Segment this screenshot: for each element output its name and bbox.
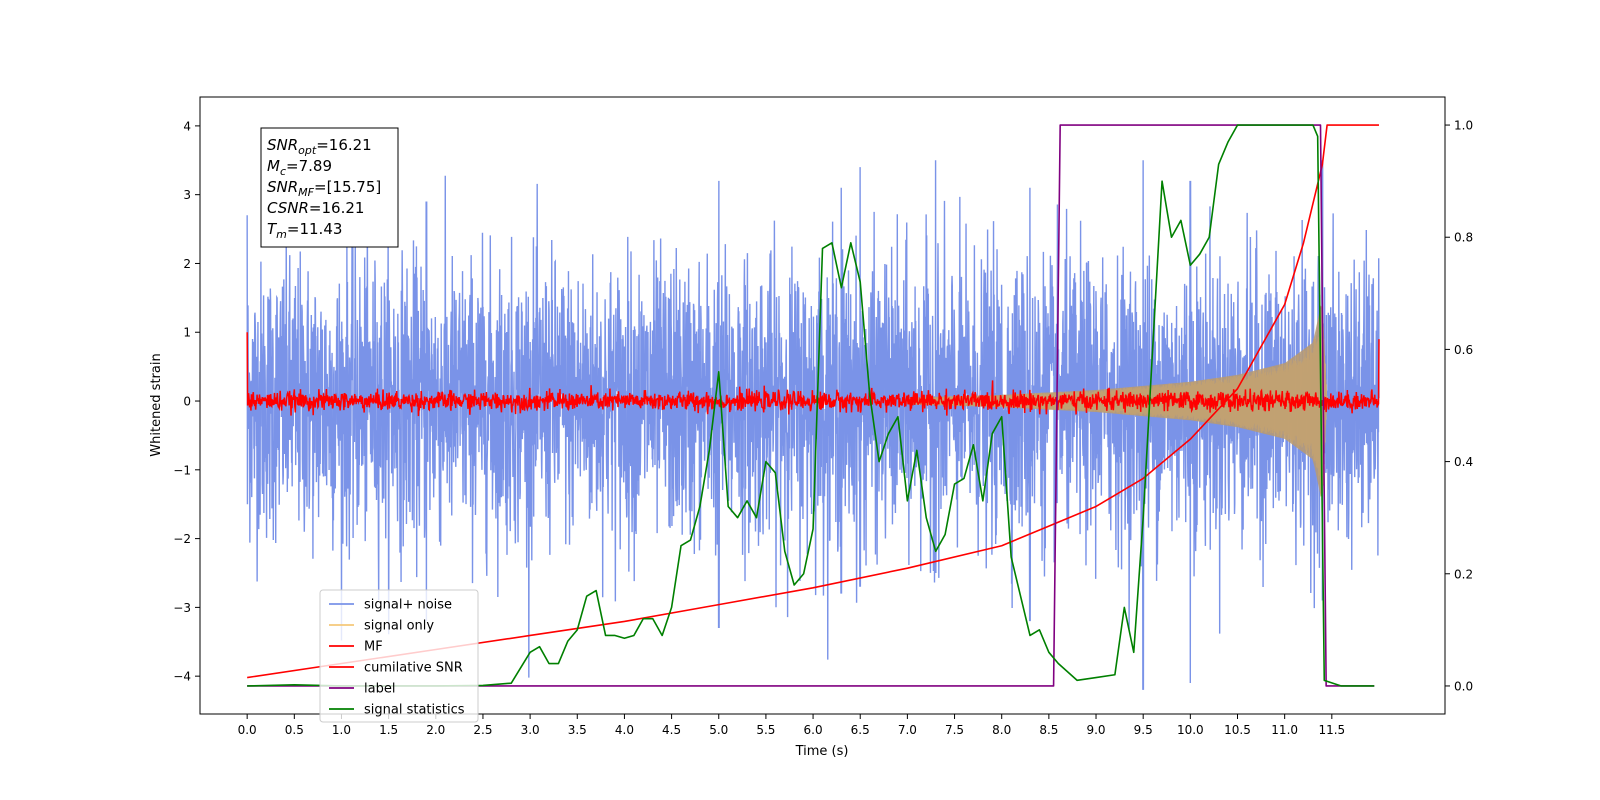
x-tick-label: 11.5	[1318, 723, 1345, 737]
legend-item-signal-noise: signal+ noise	[329, 598, 452, 613]
y-tick-label-left: −3	[173, 601, 191, 615]
series-signal-statistics	[247, 124, 1375, 687]
x-tick-label: 10.5	[1224, 723, 1251, 737]
x-tick-label: 1.0	[332, 723, 351, 737]
y-tick-label-right: 0.0	[1454, 679, 1473, 693]
x-tick-label: 2.5	[473, 723, 492, 737]
series-line-signal-statistics	[247, 124, 1375, 687]
axes-frame	[199, 96, 1446, 715]
y-tick-label-left: 0	[183, 395, 191, 409]
series-layer	[246, 124, 1380, 690]
y-tick-label-right: 1.0	[1454, 119, 1473, 133]
x-tick-label: 3.0	[521, 723, 540, 737]
x-tick-label: 6.0	[804, 723, 823, 737]
legend-item-signal-statistics: signal statistics	[329, 703, 465, 718]
legend: signal+ noise signal only MF cumilative SNR…	[319, 589, 479, 723]
annotation-line: SNRopt=16.21	[267, 136, 372, 157]
x-tick-label: 3.5	[568, 723, 587, 737]
series-line-signal-noise	[246, 160, 1380, 690]
x-tick-label: 1.5	[379, 723, 398, 737]
x-tick-label: 8.0	[992, 723, 1011, 737]
y-tick-label-right: 0.4	[1454, 455, 1473, 469]
series-mf	[246, 332, 1380, 417]
y-tick-label-right: 0.8	[1454, 231, 1473, 245]
legend-item-signal-only: signal only	[329, 619, 434, 634]
x-tick-label: 6.5	[851, 723, 870, 737]
annotation-frame	[260, 127, 399, 248]
annotation-line: Tm=11.43	[267, 220, 342, 241]
x-tick-label: 0.5	[285, 723, 304, 737]
legend-item-cumilative-snr: cumilative SNR	[329, 661, 463, 676]
y-tick-label-left: 2	[183, 257, 191, 271]
series-cumilative-snr	[247, 124, 1379, 679]
x-axis-ticks: 0.0 0.5 1.0 1.5 2.0 2.5 3.0 3.5 4.0 4.5 5.0 5.5 6.0 6…	[238, 714, 1345, 737]
y-tick-label-left: 1	[183, 326, 191, 340]
x-tick-label: 11.0	[1271, 723, 1298, 737]
x-tick-label: 7.5	[945, 723, 964, 737]
x-tick-label: 5.0	[709, 723, 728, 737]
series-label	[247, 124, 1375, 687]
legend-label: cumilative SNR	[364, 661, 463, 676]
legend-frame	[319, 589, 479, 723]
x-tick-label: 0.0	[238, 723, 257, 737]
legend-label: label	[364, 682, 395, 697]
x-axis-label: Time (s)	[795, 744, 849, 759]
annotation-line: CSNR=16.21	[267, 199, 364, 217]
legend-item-label: label	[329, 682, 395, 697]
legend-item-mf: MF	[329, 640, 383, 655]
y-tick-label-right: 0.6	[1454, 343, 1473, 357]
series-signal-noise	[246, 160, 1380, 690]
x-tick-label: 9.5	[1134, 723, 1153, 737]
annotation-line: Mc=7.89	[267, 157, 332, 178]
y-tick-label-left: −1	[173, 463, 191, 477]
left-y-axis-ticks: −4 −3 −2 −1 0 1 2 3 4	[173, 119, 200, 684]
y-tick-label-left: 4	[183, 119, 191, 133]
annotation-line: SNRMF=[15.75]	[267, 178, 381, 199]
legend-label: signal+ noise	[364, 598, 452, 613]
x-tick-label: 8.5	[1039, 723, 1058, 737]
right-y-axis-ticks: 0.0 0.2 0.4 0.6 0.8 1.0	[1445, 119, 1473, 693]
x-tick-label: 7.0	[898, 723, 917, 737]
x-tick-label: 4.0	[615, 723, 634, 737]
series-line-label	[247, 124, 1375, 687]
y-tick-label-left: −2	[173, 532, 191, 546]
y-tick-label-left: 3	[183, 188, 191, 202]
series-line-mf	[246, 332, 1380, 417]
y-axis-label-left: Whitened strain	[149, 353, 164, 456]
x-tick-label: 4.5	[662, 723, 681, 737]
stats-annotation-box: SNRopt=16.21Mc=7.89SNRMF=[15.75]CSNR=16.…	[260, 127, 399, 248]
legend-label: MF	[364, 640, 383, 655]
x-tick-label: 9.0	[1086, 723, 1105, 737]
legend-label: signal only	[364, 619, 434, 634]
legend-label: signal statistics	[364, 703, 465, 718]
x-tick-label: 2.0	[426, 723, 445, 737]
x-tick-label: 5.5	[756, 723, 775, 737]
x-tick-label: 10.0	[1177, 723, 1204, 737]
y-tick-label-right: 0.2	[1454, 567, 1473, 581]
series-line-cumilative-snr	[247, 124, 1379, 679]
y-tick-label-left: −4	[173, 670, 191, 684]
